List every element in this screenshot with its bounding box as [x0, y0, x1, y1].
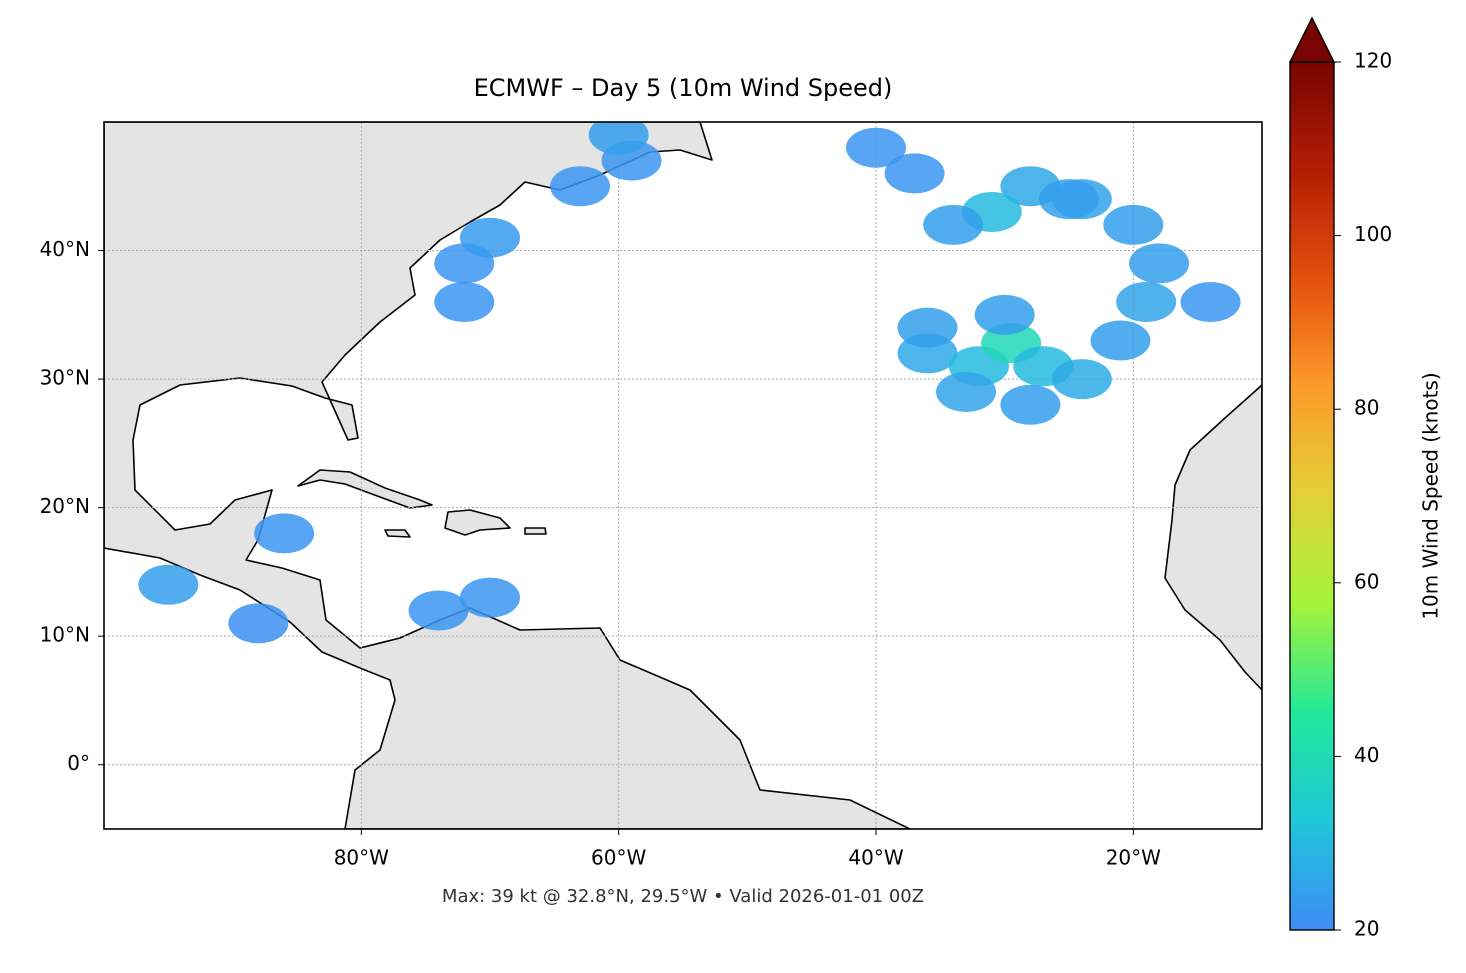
wind-cell [974, 294, 1035, 335]
wind-field [138, 122, 1241, 644]
wind-cell [884, 153, 945, 194]
wind-cell [254, 513, 315, 554]
africa [1164, 384, 1262, 691]
wind-cell [228, 603, 289, 644]
x-tick-label: 20°W [1106, 846, 1161, 870]
colorbar-tick-label: 80 [1354, 396, 1379, 420]
wind-cell [460, 217, 520, 258]
y-tick-label: 30°N [40, 366, 90, 390]
wind-cell [1180, 281, 1241, 322]
wind-cell [550, 166, 611, 207]
x-tick-label: 60°W [591, 846, 646, 870]
wind-cell [460, 577, 520, 618]
land [104, 122, 1262, 829]
colorbar-label: 10m Wind Speed (knots) [1419, 372, 1443, 619]
colorbar-scale [1289, 61, 1335, 931]
chart-title: ECMWF – Day 5 (10m Wind Speed) [474, 74, 893, 102]
americas [104, 122, 911, 829]
colorbar-extend [1288, 16, 1336, 63]
cuba [297, 469, 433, 509]
footer-note: Max: 39 kt @ 32.8°N, 29.5°W • Valid 2026… [442, 886, 924, 907]
wind-cell [897, 307, 958, 348]
colorbar-tick-label: 100 [1354, 222, 1392, 246]
wind-cell [1039, 179, 1099, 220]
y-tick-label: 40°N [40, 237, 90, 261]
wind-cell [846, 127, 906, 168]
y-tick-label: 20°N [40, 494, 90, 518]
wind-cell [434, 281, 495, 322]
wind-cell [1000, 384, 1061, 425]
wind-cell [936, 371, 997, 412]
y-tick-label: 0° [67, 751, 90, 775]
wind-cell [1103, 204, 1164, 245]
wind-cell [923, 204, 984, 245]
wind-cell [1090, 320, 1151, 361]
wind-cell [1129, 243, 1190, 284]
hispaniola [444, 509, 511, 536]
jamaica [384, 529, 411, 538]
colorbar-tick-label: 40 [1354, 743, 1379, 767]
x-tick-label: 80°W [334, 846, 389, 870]
puerto-rico [524, 527, 547, 535]
wind-cell [408, 590, 469, 631]
colorbar-tick-label: 120 [1354, 49, 1392, 73]
wind-cell [1116, 281, 1177, 322]
colorbar-tick-label: 20 [1354, 917, 1379, 941]
wind-cell [138, 564, 199, 605]
wind-cell [1051, 359, 1112, 400]
y-tick-label: 10°N [40, 623, 90, 647]
colorbar-tick-label: 60 [1354, 569, 1379, 593]
x-tick-label: 40°W [848, 846, 903, 870]
map-frame [103, 121, 1263, 830]
colorbar: 20 40 60 80 100 120 [1288, 16, 1392, 941]
wind-cell [588, 122, 649, 155]
